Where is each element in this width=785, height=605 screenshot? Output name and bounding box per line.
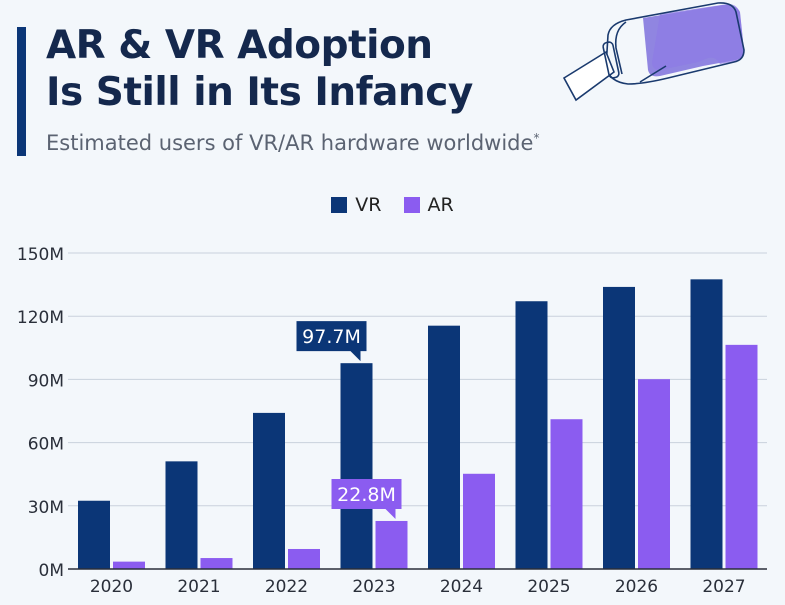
y-tick-label: 0M xyxy=(39,561,64,581)
y-tick-label: 120M xyxy=(17,308,64,328)
bar-ar-2022 xyxy=(288,548,320,569)
title-accent-bar xyxy=(17,27,26,156)
x-tick-label: 2020 xyxy=(90,577,133,597)
x-tick-label: 2025 xyxy=(527,577,570,597)
subtitle-text: Estimated users of VR/AR hardware worldw… xyxy=(46,131,534,155)
subtitle-footnote-mark: * xyxy=(533,131,540,145)
y-tick-label: 30M xyxy=(28,498,64,518)
legend-label-vr: VR xyxy=(355,194,382,216)
x-tick-label: 2022 xyxy=(265,577,308,597)
x-tick-label: 2021 xyxy=(177,577,220,597)
chart-subtitle: Estimated users of VR/AR hardware worldw… xyxy=(46,131,539,155)
bar-ar-2025 xyxy=(550,419,583,569)
bar-ar-2027 xyxy=(725,344,758,569)
bar-ar-2021 xyxy=(200,558,233,569)
chart-title: AR & VR Adoption Is Still in Its Infancy xyxy=(46,22,473,116)
legend-swatch-vr xyxy=(331,197,348,213)
bar-vr-2026 xyxy=(603,286,635,569)
bar-vr-2021 xyxy=(165,461,198,569)
bar-vr-2022 xyxy=(253,412,285,569)
title-line-1: AR & VR Adoption xyxy=(46,23,433,68)
bar-ar-2026 xyxy=(638,379,670,569)
x-tick-label: 2026 xyxy=(615,577,658,597)
bar-vr-2027 xyxy=(690,279,723,569)
legend-label-ar: AR xyxy=(427,194,454,216)
bar-vr-2023 xyxy=(340,363,373,569)
data-label-box-ar xyxy=(331,478,402,519)
y-tick-label: 60M xyxy=(28,435,64,455)
x-tick-label: 2023 xyxy=(352,577,395,597)
y-tick-label: 150M xyxy=(17,245,64,265)
bar-ar-2024 xyxy=(463,473,495,569)
y-tick-label: 90M xyxy=(28,371,64,391)
bar-vr-2025 xyxy=(515,301,548,569)
data-label-box-vr xyxy=(296,321,367,362)
x-tick-label: 2024 xyxy=(440,577,483,597)
legend-item-vr: VR xyxy=(331,194,382,216)
bar-vr-2024 xyxy=(428,325,460,569)
bar-ar-2023 xyxy=(375,520,408,569)
data-label-vr: 97.7M xyxy=(302,326,361,348)
title-line-2: Is Still in Its Infancy xyxy=(46,70,473,115)
legend-swatch-ar xyxy=(403,197,420,213)
x-tick-label: 2027 xyxy=(702,577,745,597)
bar-vr-2020 xyxy=(78,500,110,569)
vr-headset-icon xyxy=(562,2,745,102)
legend: VR AR xyxy=(0,194,785,216)
data-label-ar: 22.8M xyxy=(337,484,396,506)
legend-item-ar: AR xyxy=(403,194,454,216)
bar-ar-2020 xyxy=(113,561,145,569)
